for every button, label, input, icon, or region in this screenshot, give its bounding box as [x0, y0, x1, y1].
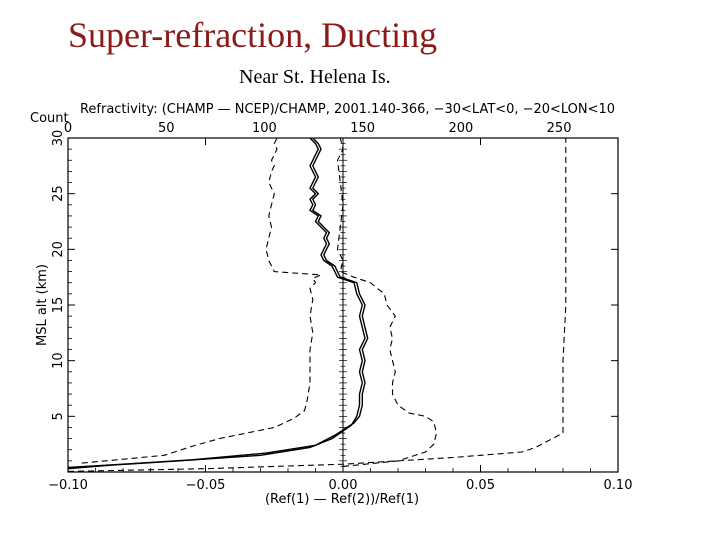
y-tick-label: 25: [51, 185, 66, 202]
x-tick-label: −0.10: [48, 478, 88, 493]
axis-ticks: −0.10 −0.05 0.00 0.05 0.10 5 10 15 20 25 300 50 100 1…: [48, 121, 632, 493]
x-tick-label: 0.00: [329, 478, 358, 493]
x-tick-label: 0.10: [604, 478, 633, 493]
top-tick-label: 0: [64, 121, 72, 136]
top-tick-label: 50: [158, 121, 175, 136]
series-line-2: [67, 137, 369, 469]
y-axis-label: MSL alt (km): [35, 264, 50, 346]
top-tick-label: 150: [350, 121, 375, 136]
x-tick-label: −0.05: [186, 478, 226, 493]
series-line-1: [67, 137, 366, 470]
slide-subtitle: Near St. Helena Is.: [239, 66, 391, 88]
x-tick-label: 0.05: [466, 478, 495, 493]
y-tick-label: 5: [51, 412, 66, 420]
series-group: [67, 137, 567, 472]
top-tick-label: 100: [252, 121, 277, 136]
chart-title: Refractivity: (CHAMP — NCEP)/CHAMP, 2001…: [80, 102, 615, 117]
top-tick-label: 250: [547, 121, 572, 136]
top-axis-label: Count: [30, 111, 69, 126]
y-tick-label: 20: [51, 241, 66, 258]
y-tick-label: 30: [51, 130, 66, 147]
y-tick-label: 15: [51, 297, 66, 314]
series-line-4: [336, 137, 438, 467]
series-line-5: [67, 138, 567, 472]
slide-title: Super-refraction, Ducting: [68, 15, 438, 55]
top-tick-label: 200: [448, 121, 473, 136]
y-tick-label: 10: [51, 352, 66, 369]
series-line-3: [81, 137, 322, 464]
x-axis-label: (Ref(1) — Ref(2))/Ref(1): [265, 492, 419, 507]
